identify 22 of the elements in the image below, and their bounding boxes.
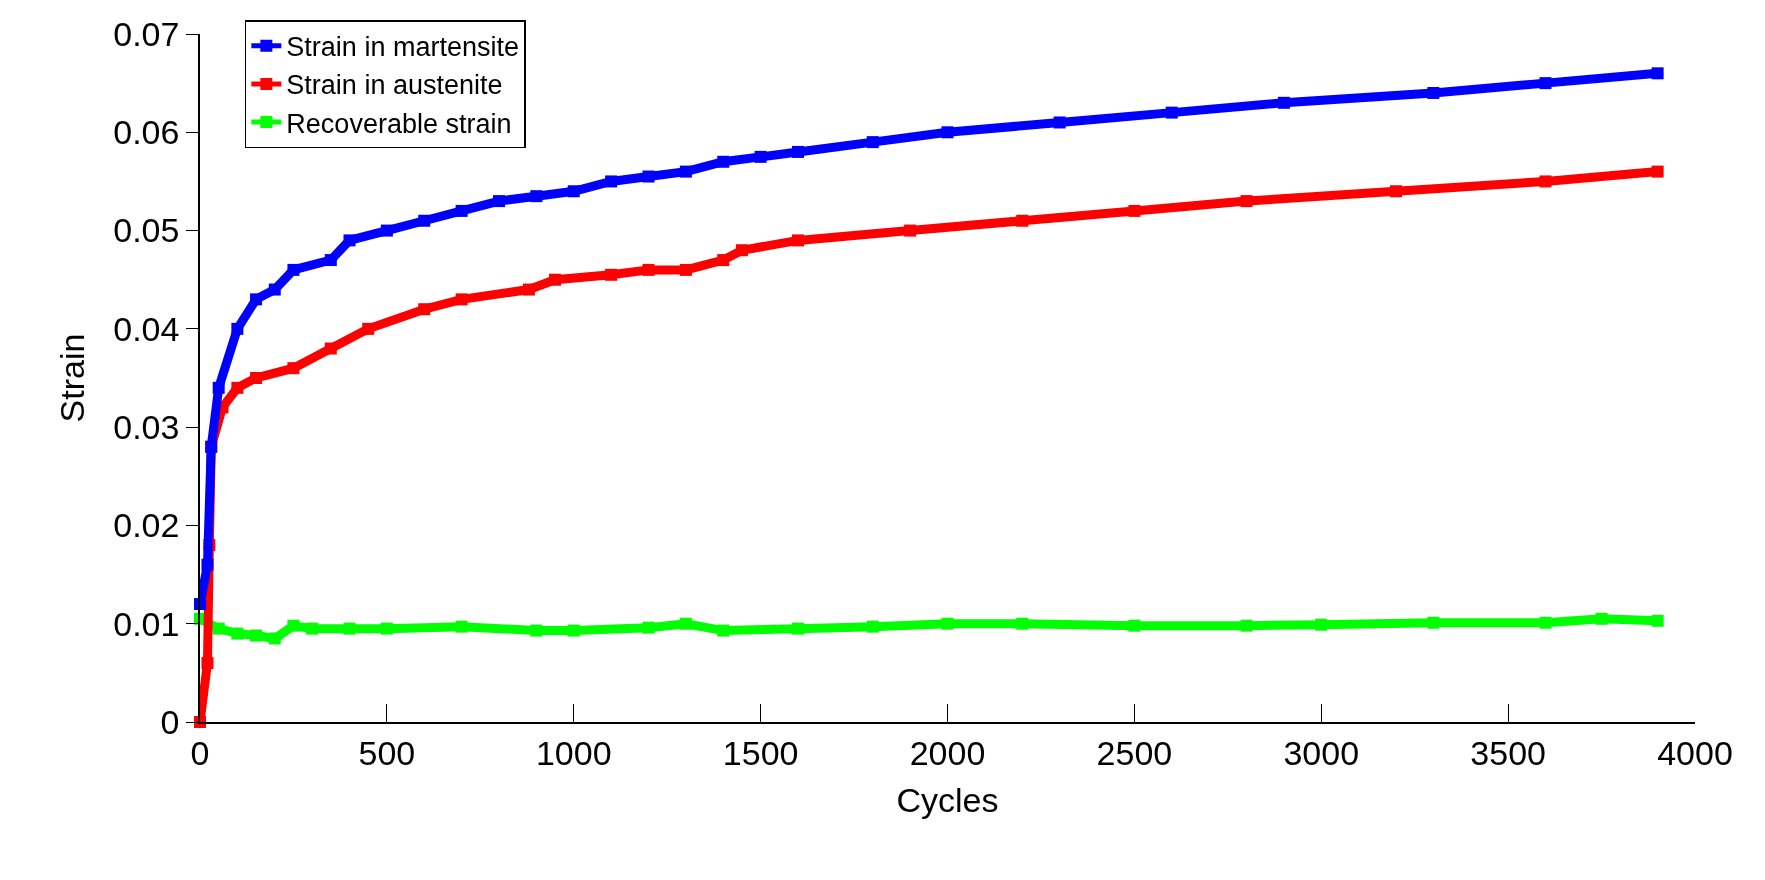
x-axis-title: Cycles [896, 781, 999, 820]
y-tick-label: 0.01 [113, 604, 180, 643]
y-axis-title: Strain [53, 333, 92, 423]
y-tick-label: 0.07 [113, 14, 180, 53]
y-tick-label: 0.04 [113, 309, 180, 348]
legend-label: Recoverable strain [286, 108, 512, 139]
legend-label: Strain in austenite [286, 70, 503, 101]
x-tick-label: 1500 [722, 733, 799, 772]
x-tick-label: 500 [358, 733, 416, 772]
x-tick-label: 3500 [1470, 733, 1546, 772]
y-tick-label: 0 [160, 702, 180, 741]
y-tick-label: 0.03 [113, 408, 180, 447]
x-tick-label: 0 [190, 733, 210, 772]
y-tick-label: 0.05 [113, 211, 180, 250]
y-tick-label: 0.06 [113, 113, 180, 152]
legend-label: Strain in martensite [286, 32, 519, 63]
x-tick-label: 4000 [1657, 733, 1733, 772]
x-tick-label: 3000 [1283, 733, 1360, 772]
x-tick-label: 1000 [535, 733, 612, 772]
x-tick-label: 2500 [1096, 733, 1173, 772]
x-tick-label: 2000 [909, 733, 986, 772]
y-tick-label: 0.02 [113, 506, 180, 545]
